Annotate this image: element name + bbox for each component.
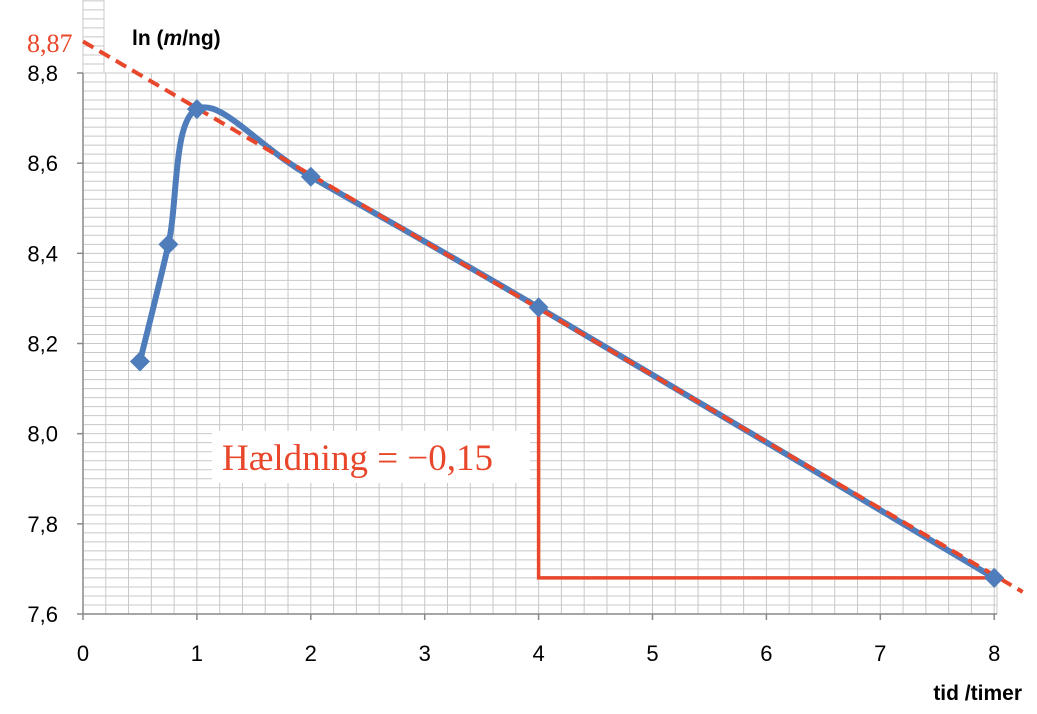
trendline-group (81, 39, 1024, 594)
y-tick-label: 8,4 (27, 241, 58, 266)
x-tick-label: 2 (305, 641, 317, 666)
data-point (129, 351, 150, 372)
data-point (984, 567, 1005, 588)
y-tick-label: 8,6 (27, 151, 58, 176)
y-tick-labels: 7,6 7,8 8,0 8,2 8,4 8,6 8,8 (27, 61, 58, 627)
x-tick-label: 7 (874, 641, 886, 666)
intercept-label: 8,87 (27, 29, 73, 58)
x-tick-label: 0 (77, 641, 89, 666)
x-tick-labels: 0 1 2 3 4 5 6 7 8 (77, 641, 1000, 666)
trendline (81, 39, 1024, 594)
x-tick-label: 5 (646, 641, 658, 666)
markers-group (129, 99, 1005, 588)
data-point (300, 166, 321, 187)
y-tick-label: 8,0 (27, 422, 58, 447)
x-tick-label: 1 (191, 641, 203, 666)
data-point (528, 297, 549, 318)
axes (77, 0, 997, 620)
y-axis-title-part-1: ln ( (132, 27, 164, 50)
y-axis-title: ln (m/ng) (132, 27, 221, 50)
y-tick-label: 8,8 (27, 61, 58, 86)
y-tick-label: 7,8 (27, 512, 58, 537)
y-tick-label: 8,2 (27, 332, 58, 357)
data-point (186, 99, 207, 120)
x-tick-label: 6 (760, 641, 772, 666)
slope-label-background (212, 431, 530, 483)
slope-label: Hældning = −0,15 (222, 438, 493, 479)
y-tick-label: 7,6 (27, 602, 58, 627)
x-tick-label: 8 (988, 641, 1000, 666)
slope-triangle (536, 307, 995, 580)
x-tick-label: 3 (419, 641, 431, 666)
x-axis-title: tid /timer (933, 682, 1022, 705)
slope-triangle-legs (536, 307, 995, 580)
y-axis-title-part-2: m (164, 27, 183, 50)
y-axis-title-part-3: /ng) (182, 27, 220, 50)
x-tick-label: 4 (532, 641, 544, 666)
data-point (158, 234, 179, 255)
